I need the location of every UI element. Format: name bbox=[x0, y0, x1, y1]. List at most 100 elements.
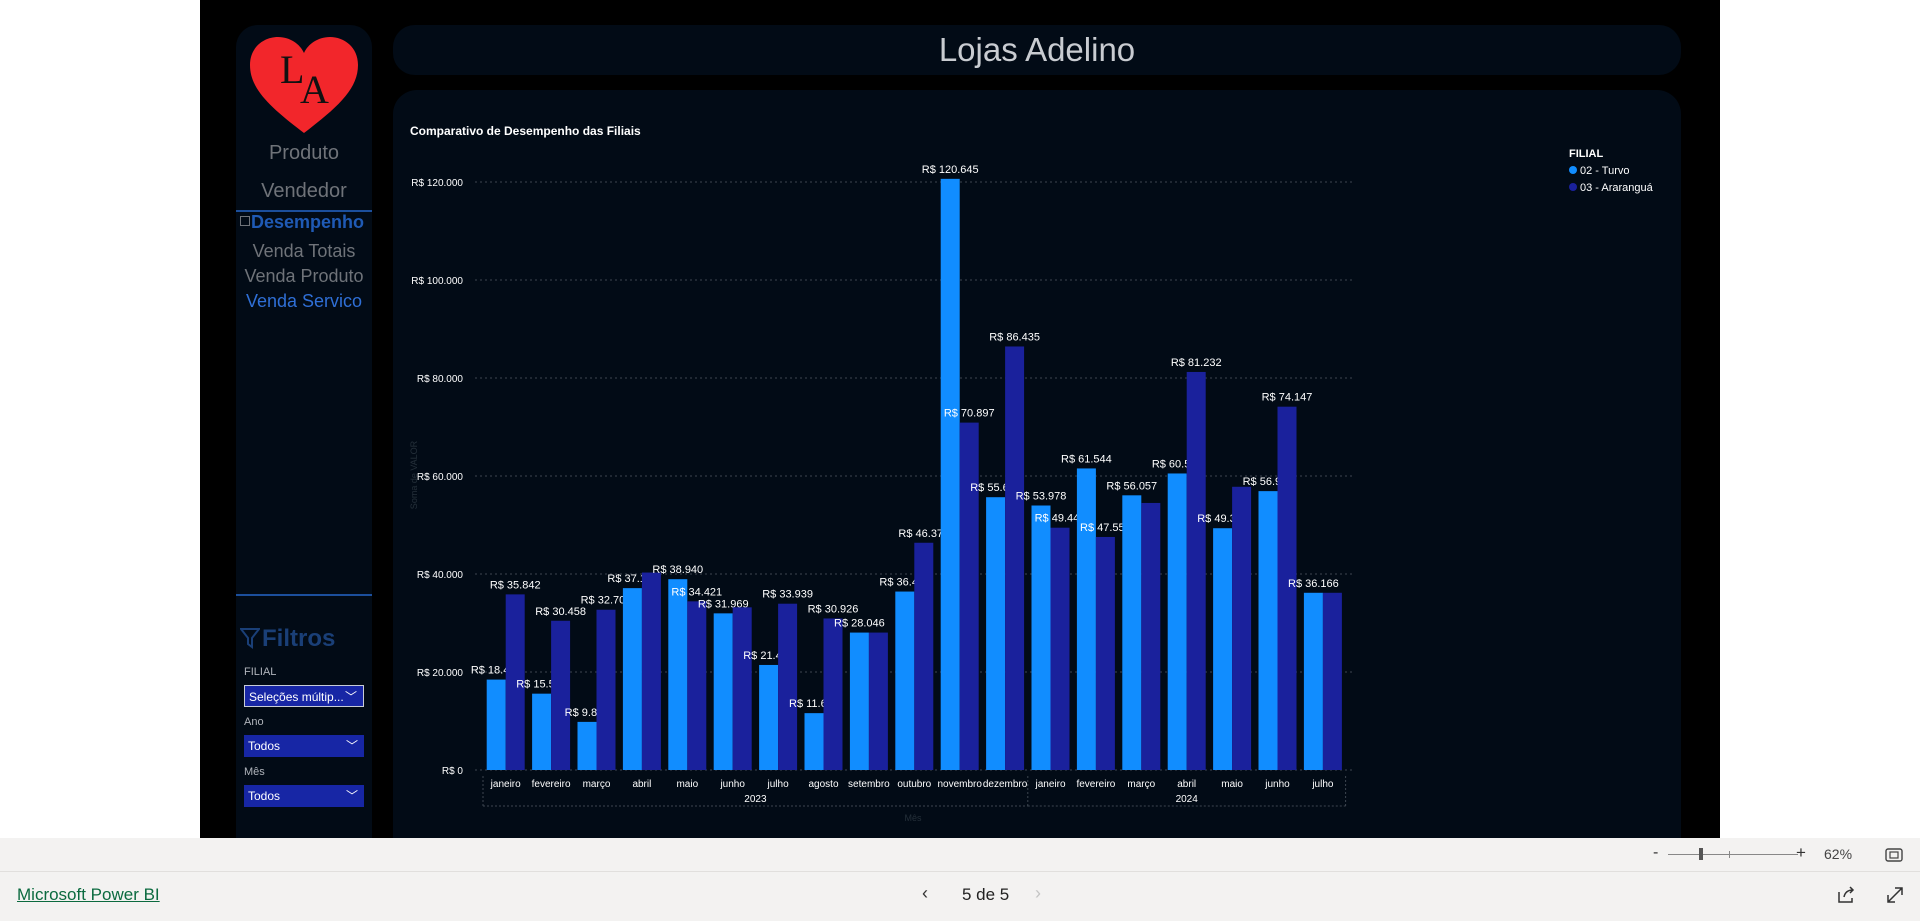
bar-ararangua[interactable] bbox=[1005, 346, 1025, 770]
data-label: R$ 32.705 bbox=[581, 595, 632, 607]
next-page-button[interactable]: › bbox=[1035, 883, 1041, 903]
page-indicator: 5 de 5 bbox=[962, 885, 1010, 904]
chart-panel: Comparativo de Desempenho das Filiais FI… bbox=[393, 90, 1681, 838]
x-tick-label: julho bbox=[767, 779, 790, 790]
x-tick-label: junho bbox=[1264, 779, 1290, 790]
bar-ararangua[interactable] bbox=[1186, 371, 1206, 770]
bar-ararangua[interactable] bbox=[959, 422, 979, 770]
bar-turvo[interactable] bbox=[532, 693, 552, 770]
nav-desempenho-label: Desempenho bbox=[251, 212, 365, 232]
bar-turvo[interactable] bbox=[713, 613, 733, 770]
filial-label: FILIAL bbox=[244, 666, 277, 678]
legend-label-turvo: 02 - Turvo bbox=[1580, 165, 1630, 177]
nav-venda-servico[interactable]: Venda Servico bbox=[245, 291, 363, 311]
zoom-slider[interactable] bbox=[1668, 854, 1798, 855]
bar-turvo[interactable] bbox=[668, 579, 688, 770]
sidebar: L A Produto Vendedor Desempenho Venda To… bbox=[236, 25, 372, 838]
bar-chart[interactable]: R$ 0 R$ 20.000 R$ 40.000 R$ 60.000 R$ 80.000… bbox=[393, 90, 1681, 838]
bar-turvo[interactable] bbox=[1076, 468, 1096, 770]
nav-vendedor[interactable]: Vendedor bbox=[261, 180, 347, 202]
bar-ararangua[interactable] bbox=[641, 572, 661, 770]
legend-item-ararangua[interactable]: 03 - Araranguá bbox=[1569, 182, 1653, 194]
y-tick-label: R$ 60.000 bbox=[417, 472, 464, 483]
nav-venda-produto[interactable]: Venda Produto bbox=[244, 266, 364, 286]
bar-ararangua[interactable] bbox=[914, 542, 934, 770]
report-canvas: L A Produto Vendedor Desempenho Venda To… bbox=[200, 0, 1720, 838]
bar-ararangua[interactable] bbox=[1277, 406, 1297, 770]
bar-ararangua[interactable] bbox=[596, 609, 616, 770]
mes-dropdown[interactable]: Todos ﹀ bbox=[244, 785, 364, 807]
bar-turvo[interactable] bbox=[986, 497, 1006, 770]
bar-turvo[interactable] bbox=[486, 679, 506, 770]
lojas-adelino-logo: L A bbox=[250, 37, 358, 133]
bar-turvo[interactable] bbox=[759, 664, 779, 770]
data-label: R$ 53.978 bbox=[1016, 491, 1067, 503]
x-tick-label: outubro bbox=[897, 779, 931, 790]
bar-turvo[interactable] bbox=[1122, 495, 1142, 770]
bar-turvo[interactable] bbox=[940, 178, 960, 771]
year-label: 2024 bbox=[1176, 794, 1199, 805]
x-tick-label: fevereiro bbox=[532, 779, 571, 790]
bar-ararangua[interactable] bbox=[1232, 486, 1252, 770]
ano-dropdown-value: Todos bbox=[248, 739, 281, 753]
bar-ararangua[interactable] bbox=[1050, 527, 1070, 770]
x-tick-label: dezembro bbox=[983, 779, 1028, 790]
powerbi-brand-link[interactable]: Microsoft Power BI bbox=[17, 885, 160, 904]
data-label: R$ 36.166 bbox=[1288, 578, 1339, 590]
bar-ararangua[interactable] bbox=[1322, 592, 1342, 770]
bar-turvo[interactable] bbox=[1167, 473, 1187, 770]
zoom-level: 62% bbox=[1824, 846, 1853, 862]
bar-turvo[interactable] bbox=[1303, 592, 1323, 770]
bar-turvo[interactable] bbox=[1213, 528, 1233, 770]
bar-ararangua[interactable] bbox=[1141, 502, 1161, 770]
bar-ararangua[interactable] bbox=[732, 607, 752, 770]
x-tick-label: abril bbox=[1177, 779, 1196, 790]
x-tick-label: novembro bbox=[937, 779, 982, 790]
zoom-slider-tick bbox=[1729, 851, 1730, 858]
y-tick-label: R$ 100.000 bbox=[411, 276, 463, 287]
x-tick-label: janeiro bbox=[1034, 779, 1065, 790]
nav-produto[interactable]: Produto bbox=[268, 142, 340, 164]
previous-page-button[interactable]: ‹ bbox=[922, 883, 928, 903]
bar-turvo[interactable] bbox=[804, 713, 824, 770]
zoom-slider-thumb[interactable] bbox=[1699, 848, 1703, 860]
x-tick-label: janeiro bbox=[490, 779, 521, 790]
powerbi-footer: - + 62% Microsoft Power BI ‹ 5 de 5 › bbox=[0, 838, 1920, 921]
data-label: R$ 30.926 bbox=[808, 603, 859, 615]
bar-ararangua[interactable] bbox=[778, 603, 798, 770]
zoom-in-button[interactable]: + bbox=[1796, 843, 1806, 862]
share-icon[interactable] bbox=[1836, 886, 1856, 904]
filters-divider bbox=[236, 594, 372, 596]
ano-dropdown[interactable]: Todos ﹀ bbox=[244, 735, 364, 757]
data-label: R$ 49.449 bbox=[1035, 513, 1086, 525]
bar-turvo[interactable] bbox=[849, 632, 869, 770]
filial-dropdown[interactable]: Seleções múltip... ﹀ bbox=[244, 685, 364, 707]
zoom-strip: - + 62% bbox=[0, 838, 1920, 872]
x-tick-label: fevereiro bbox=[1076, 779, 1115, 790]
bar-ararangua[interactable] bbox=[868, 632, 888, 770]
chart-legend[interactable]: FILIAL 02 - Turvo 03 - Araranguá bbox=[1569, 148, 1653, 199]
bar-ararangua[interactable] bbox=[823, 618, 843, 770]
bar-ararangua[interactable] bbox=[687, 601, 707, 770]
data-label: R$ 38.940 bbox=[652, 564, 703, 576]
bar-turvo[interactable] bbox=[622, 588, 642, 770]
nav-venda-totais[interactable]: Venda Totais bbox=[252, 241, 356, 261]
mes-dropdown-value: Todos bbox=[248, 789, 281, 803]
bar-turvo[interactable] bbox=[895, 591, 915, 770]
bar-ararangua[interactable] bbox=[1095, 536, 1115, 770]
fullscreen-icon[interactable] bbox=[1885, 885, 1905, 905]
zoom-out-button[interactable]: - bbox=[1653, 844, 1659, 861]
bar-ararangua[interactable] bbox=[505, 594, 525, 770]
ano-label: Ano bbox=[244, 716, 264, 728]
y-tick-label: R$ 40.000 bbox=[417, 570, 464, 581]
x-tick-label: maio bbox=[676, 779, 698, 790]
legend-item-turvo[interactable]: 02 - Turvo bbox=[1569, 165, 1653, 177]
fit-to-page-icon[interactable] bbox=[1885, 847, 1903, 863]
logo-letter-l: L bbox=[280, 47, 304, 92]
bar-ararangua[interactable] bbox=[551, 620, 571, 770]
bar-turvo[interactable] bbox=[1258, 491, 1278, 770]
nav-desempenho[interactable]: Desempenho bbox=[240, 212, 364, 233]
bar-turvo[interactable] bbox=[577, 721, 597, 770]
bar-turvo[interactable] bbox=[1031, 505, 1051, 770]
data-label: R$ 70.897 bbox=[944, 408, 995, 420]
